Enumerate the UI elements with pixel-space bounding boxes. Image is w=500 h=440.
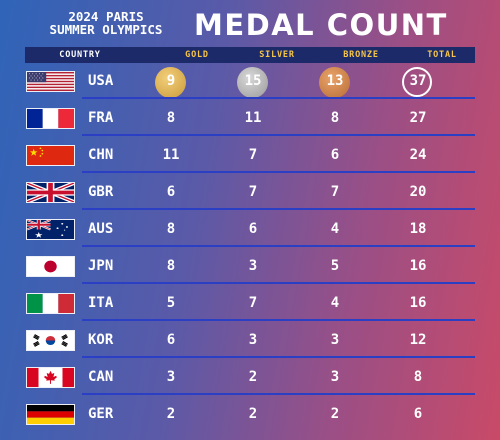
gold-count: 6 (166, 184, 176, 200)
japan-flag-icon (26, 256, 75, 277)
canada-flag-icon (26, 367, 75, 388)
gold-count: 3 (166, 369, 176, 385)
column-header-country: COUNTRY (59, 50, 101, 60)
australia-flag-icon (26, 219, 75, 240)
bronze-count: 4 (330, 221, 340, 237)
china-flag-icon (26, 145, 75, 166)
silver-count: 7 (248, 295, 258, 311)
gold-medal-icon (155, 67, 186, 98)
bronze-count: 5 (330, 258, 340, 274)
silver-count: 6 (248, 221, 258, 237)
column-header-bar: COUNTRY GOLD SILVER BRONZE TOTAL (25, 47, 475, 63)
gold-count: 11 (162, 147, 180, 163)
country-code: CHN (88, 147, 114, 163)
table-row: AUS 8 6 4 18 (0, 211, 500, 248)
silver-count: 3 (248, 258, 258, 274)
bronze-count: 7 (330, 184, 340, 200)
bronze-count: 4 (330, 295, 340, 311)
gold-count: 8 (166, 110, 176, 126)
table-row: GBR 6 7 7 20 (0, 174, 500, 211)
bronze-count: 3 (330, 332, 340, 348)
silver-count: 15 (228, 63, 278, 100)
bronze-count: 2 (330, 406, 340, 422)
event-subtitle-line1: 2024 PARIS (68, 9, 144, 24)
total-count: 16 (409, 295, 427, 311)
table-row: USA 9 15 13 37 (0, 63, 500, 100)
total-count: 12 (409, 332, 427, 348)
silver-count: 2 (248, 369, 258, 385)
table-row: ITA 5 7 4 16 (0, 285, 500, 322)
silver-count: 7 (248, 147, 258, 163)
gold-count: 2 (166, 406, 176, 422)
country-code: FRA (88, 110, 114, 126)
gold-count: 8 (166, 221, 176, 237)
uk-flag-icon (26, 182, 75, 203)
total-count: 8 (413, 369, 423, 385)
france-flag-icon (26, 108, 75, 129)
silver-count: 2 (248, 406, 258, 422)
column-header-total: TOTAL (427, 50, 457, 60)
total-count: 16 (409, 258, 427, 274)
germany-flag-icon (26, 404, 75, 425)
bronze-count: 13 (310, 63, 360, 100)
event-subtitle-line2: SUMMER OLYMPICS (49, 22, 163, 37)
gold-count: 6 (166, 332, 176, 348)
bronze-medal-icon (319, 67, 350, 98)
gold-count: 9 (146, 63, 196, 100)
italy-flag-icon (26, 293, 75, 314)
event-subtitle: 2024 PARIS SUMMER OLYMPICS (26, 10, 186, 36)
country-code: GER (88, 406, 114, 422)
column-header-bronze: BRONZE (343, 50, 379, 60)
table-row: CHN 11 7 6 24 (0, 137, 500, 174)
table-row: GER 2 2 2 6 (0, 396, 500, 433)
country-code: JPN (88, 258, 114, 274)
bronze-count: 3 (330, 369, 340, 385)
silver-count: 7 (248, 184, 258, 200)
country-code: AUS (88, 221, 114, 237)
table-row: KOR 6 3 3 12 (0, 322, 500, 359)
country-code: CAN (88, 369, 114, 385)
total-count: 24 (409, 147, 427, 163)
gold-count: 8 (166, 258, 176, 274)
silver-count: 3 (248, 332, 258, 348)
usa-flag-icon (26, 71, 75, 92)
header: 2024 PARIS SUMMER OLYMPICS MEDAL COUNT (0, 0, 500, 45)
table-row: FRA 8 11 8 27 (0, 100, 500, 137)
country-code: KOR (88, 332, 114, 348)
total-count: 18 (409, 221, 427, 237)
bronze-count: 8 (330, 110, 340, 126)
silver-count: 11 (244, 110, 262, 126)
country-code: GBR (88, 184, 114, 200)
country-code: USA (88, 73, 114, 89)
page-title: MEDAL COUNT (194, 8, 448, 42)
column-header-gold: GOLD (185, 50, 209, 60)
total-ring-icon (402, 67, 432, 97)
total-count: 37 (393, 63, 443, 100)
bronze-count: 6 (330, 147, 340, 163)
country-code: ITA (88, 295, 114, 311)
silver-medal-icon (237, 67, 268, 98)
total-count: 20 (409, 184, 427, 200)
table-row: JPN 8 3 5 16 (0, 248, 500, 285)
gold-count: 5 (166, 295, 176, 311)
south-korea-flag-icon (26, 330, 75, 351)
total-count: 27 (409, 110, 427, 126)
table-row: CAN 3 2 3 8 (0, 359, 500, 396)
total-count: 6 (413, 406, 423, 422)
column-header-silver: SILVER (259, 50, 295, 60)
